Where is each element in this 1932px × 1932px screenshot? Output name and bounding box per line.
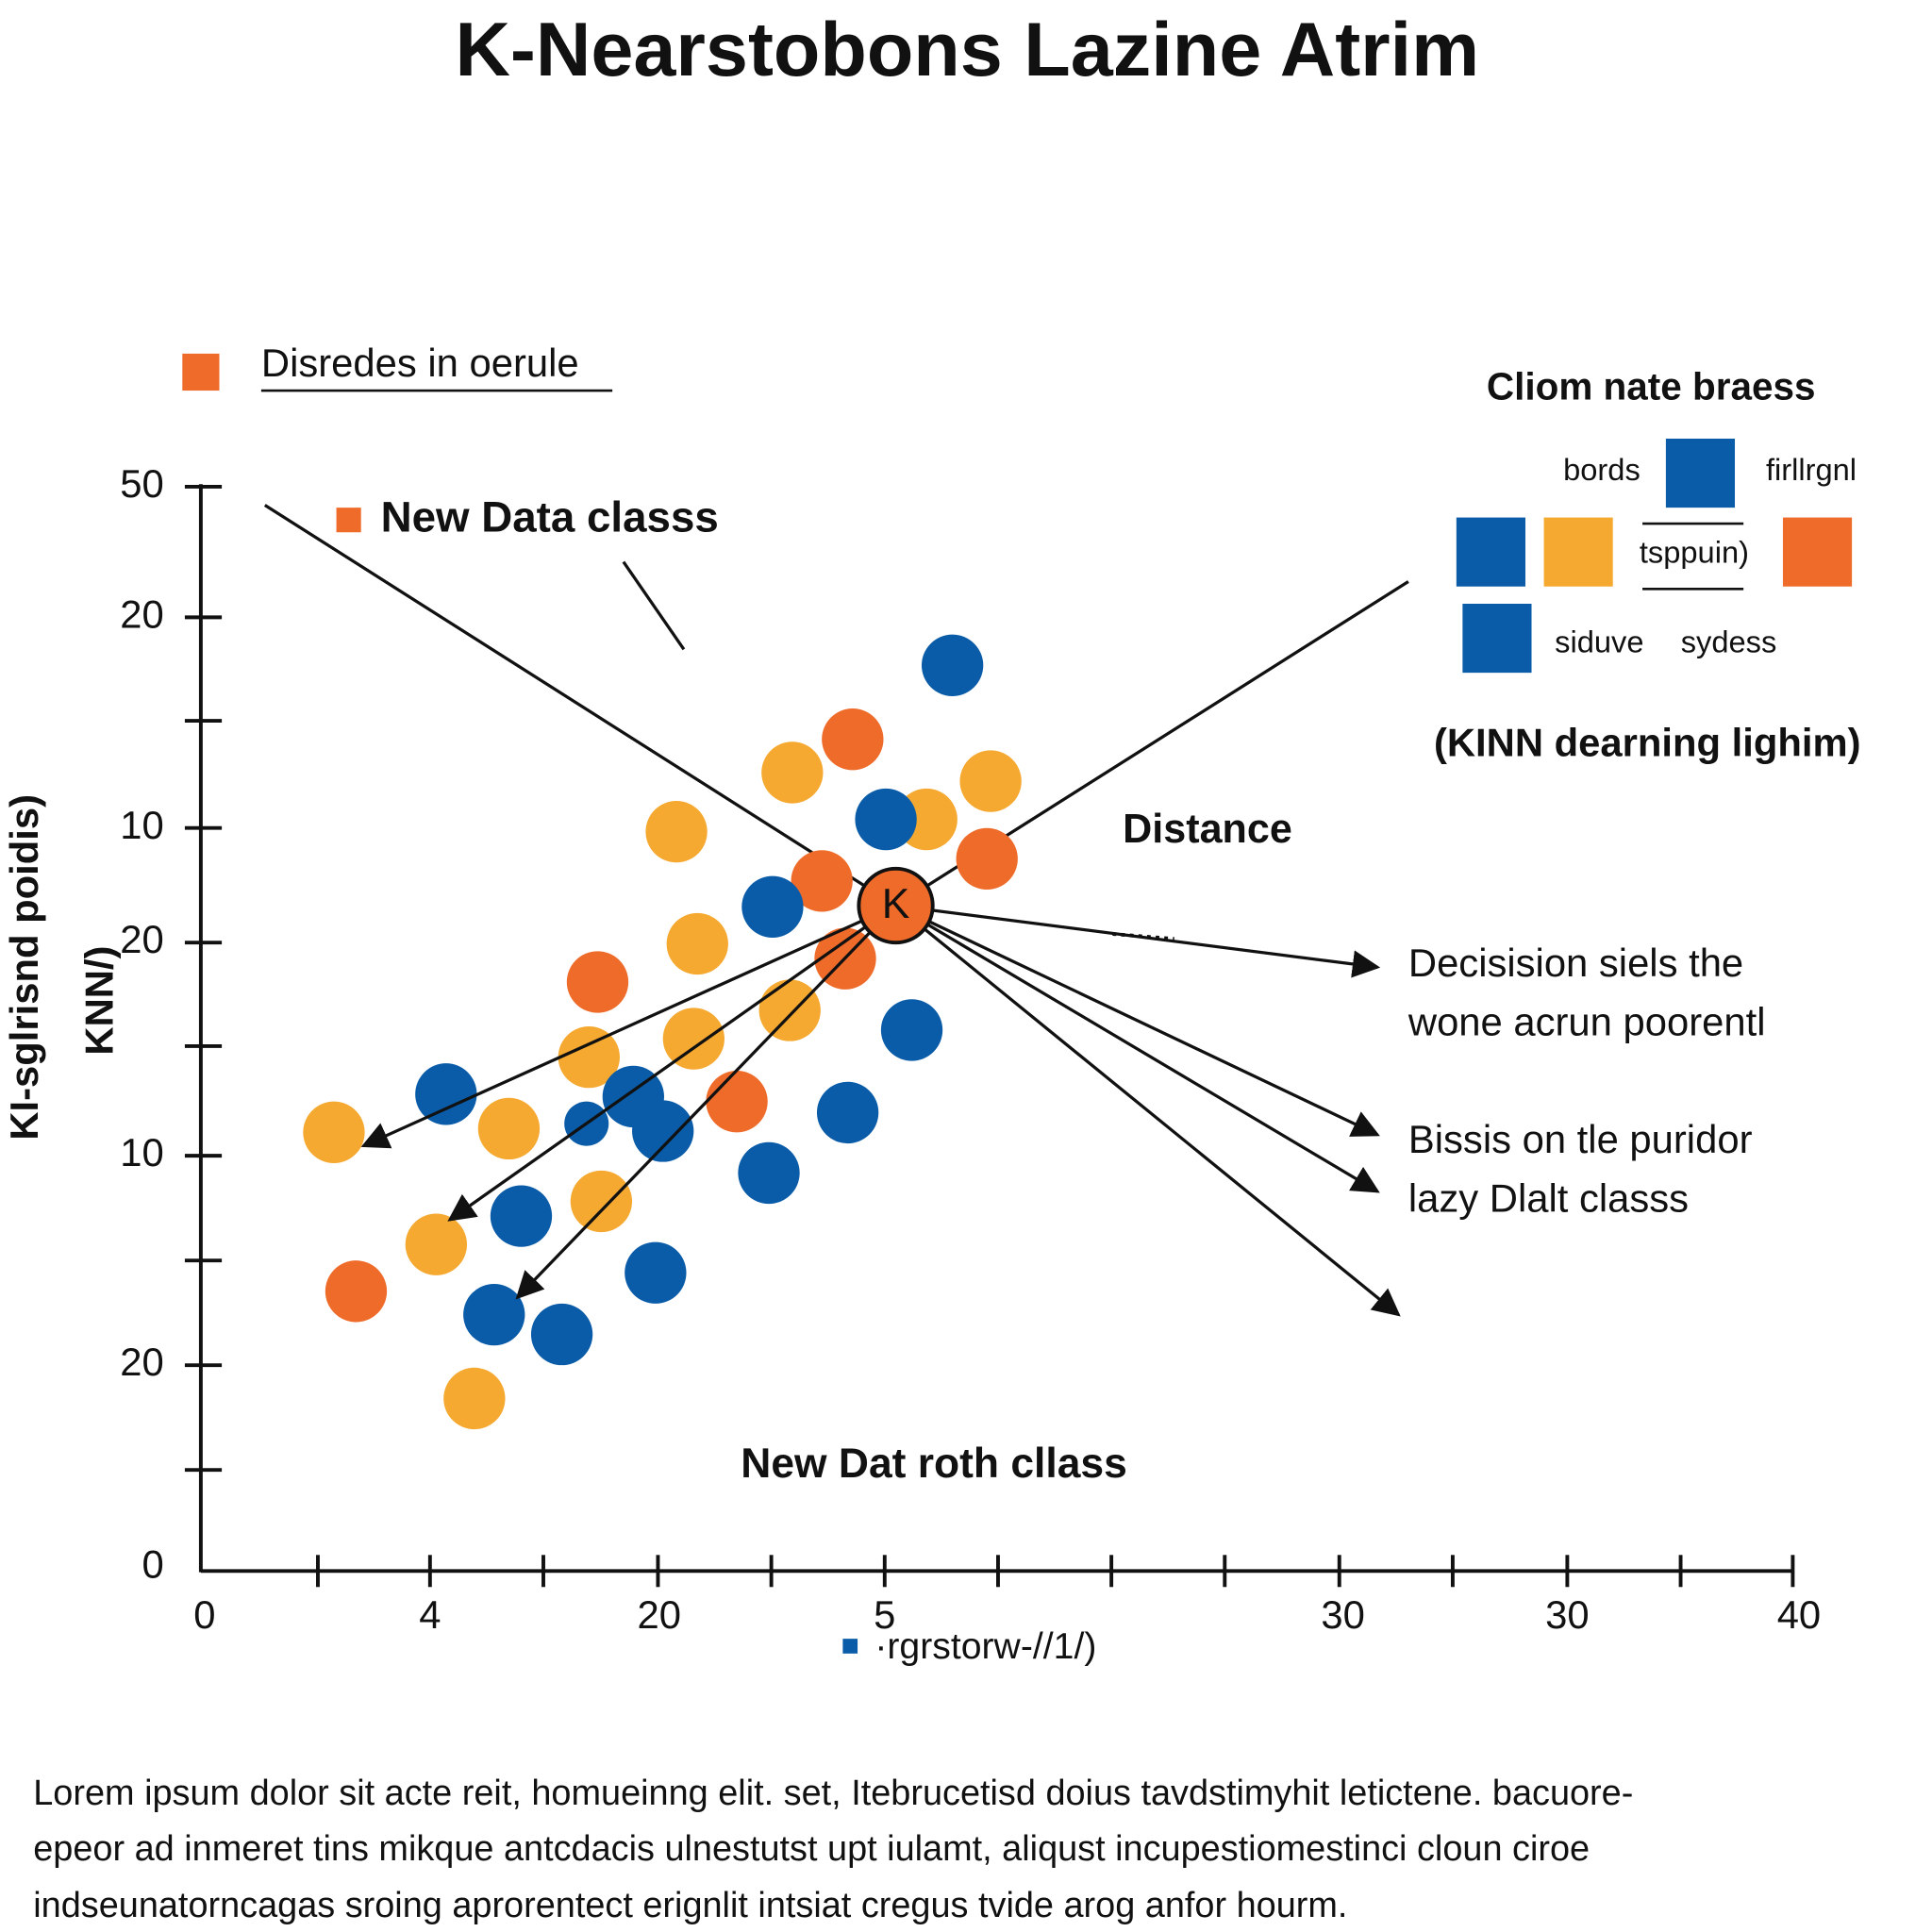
point	[443, 1367, 506, 1430]
legend-swatch	[1543, 517, 1613, 587]
y-tick-label: 20	[120, 591, 163, 636]
point	[303, 1101, 365, 1163]
annotation: wone acrun poorentl	[1407, 1000, 1766, 1044]
annotation-swatch	[336, 508, 361, 533]
legend-title: Cliom nate braess	[1487, 364, 1816, 408]
x-tick-label: 20	[638, 1592, 681, 1637]
point	[758, 979, 821, 1041]
point	[405, 1213, 468, 1275]
y-tick-label: 20	[120, 1340, 163, 1384]
point	[325, 1260, 388, 1323]
point	[566, 951, 629, 1013]
arrow	[894, 904, 1401, 1317]
annotation: Bissis on tle puridor	[1408, 1117, 1753, 1161]
x-tick-label: 30	[1545, 1592, 1589, 1637]
point	[855, 788, 917, 851]
legend-label: firllrgnl	[1766, 452, 1857, 487]
point	[662, 1008, 724, 1070]
x-tick-label: 40	[1777, 1592, 1821, 1637]
point	[463, 1283, 525, 1346]
legend-label: tsppuin)	[1640, 534, 1749, 569]
annotation: Distance	[1123, 807, 1292, 852]
query-point	[857, 866, 935, 945]
footer-text: indseunatorncagas sroing aprorentect eri…	[33, 1886, 1347, 1925]
point	[921, 634, 984, 696]
annotation: New Dat roth cllass	[741, 1441, 1127, 1487]
connector	[263, 504, 897, 908]
title: K-Nearstobons Lazine Atrim	[455, 8, 1479, 92]
annotation: Decisision siels the	[1408, 941, 1743, 985]
arrow	[447, 904, 897, 1222]
y-tick-label: 20	[120, 917, 163, 961]
points	[303, 634, 1022, 1430]
legend-swatch	[182, 353, 220, 391]
arrow	[894, 904, 1380, 1137]
arrow	[360, 904, 897, 1149]
point	[490, 1185, 553, 1247]
point	[706, 1071, 768, 1133]
point	[530, 1303, 593, 1366]
point	[415, 1063, 477, 1125]
x-label-swatch	[842, 1639, 858, 1654]
point	[816, 1081, 879, 1144]
x-axis-label: ·rgrstorw-//1/)	[874, 1626, 1096, 1667]
legend-label: sydess	[1681, 625, 1777, 659]
point	[558, 1026, 620, 1089]
arrow	[895, 904, 1381, 978]
footer-text: epeor ad inmeret tins mikque antcdacis u…	[33, 1829, 1590, 1869]
axes: 50 20 10 20 10 20 00 4 20 5 30 30 40	[120, 461, 1821, 1637]
point	[791, 850, 853, 912]
legend-label: bords	[1563, 452, 1641, 487]
point	[822, 708, 884, 771]
x-tick-label: 5	[874, 1592, 895, 1637]
query-label: K	[882, 881, 910, 927]
legend-swatch	[1665, 438, 1736, 508]
legend-swatch	[1456, 517, 1525, 587]
point	[956, 827, 1018, 891]
arrows	[360, 904, 1401, 1317]
point	[570, 1170, 633, 1233]
dotted-mark	[1112, 932, 1174, 941]
arrow	[515, 904, 897, 1300]
y-tick-label: 50	[120, 461, 163, 506]
point	[880, 999, 943, 1061]
x-tick-label: 30	[1321, 1592, 1364, 1637]
arrow	[894, 904, 1380, 1193]
point	[666, 912, 728, 975]
point	[625, 1241, 687, 1304]
annotation: New Data classs	[381, 492, 719, 541]
legend-swatch	[1462, 604, 1532, 674]
legend-subtitle: (KINN dearning lighim)	[1434, 720, 1861, 764]
point	[959, 750, 1022, 812]
x-tick-label: 4	[419, 1592, 441, 1637]
footer-text: Lorem ipsum dolor sit acte reit, homuein…	[33, 1774, 1633, 1813]
point	[632, 1100, 694, 1162]
point	[741, 875, 804, 938]
legend-swatch	[1782, 517, 1853, 587]
legend-label: siduve	[1555, 625, 1643, 659]
y-tick-label: 10	[120, 1130, 163, 1174]
x-tick-label: 0	[193, 1592, 215, 1637]
point	[761, 741, 824, 804]
point	[645, 800, 708, 863]
annotation: lazy Dlalt classs	[1408, 1176, 1689, 1221]
y-tick-label: 10	[120, 803, 163, 847]
point	[477, 1097, 541, 1160]
legend-label: Disredes in oerule	[261, 341, 579, 385]
y-axis-label: KI-sglrisnd poidis)	[2, 794, 46, 1141]
y-axis-label: KNN/)	[76, 946, 121, 1056]
point	[738, 1141, 800, 1205]
y-tick-label: 0	[142, 1541, 163, 1586]
connector	[622, 560, 686, 651]
